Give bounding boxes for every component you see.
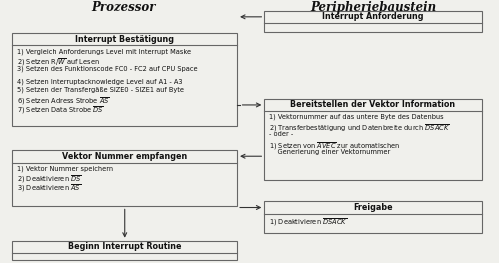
Text: - oder -: - oder -: [269, 131, 293, 137]
Text: Freigabe: Freigabe: [353, 203, 393, 212]
Text: Peripheriebaustein: Peripheriebaustein: [310, 1, 436, 14]
Text: 3) Setzen des Funktionscode FC0 - FC2 auf CPU Space: 3) Setzen des Funktionscode FC0 - FC2 au…: [17, 65, 198, 72]
Text: Bereitstellen der Vektor Information: Bereitstellen der Vektor Information: [290, 100, 456, 109]
Text: Interrupt Anforderung: Interrupt Anforderung: [322, 12, 424, 21]
Text: Vektor Nummer empfangen: Vektor Nummer empfangen: [62, 152, 187, 161]
Bar: [12, 33, 237, 126]
Bar: [12, 150, 237, 206]
Text: 1) Vektornummer auf das untere Byte des Datenbus: 1) Vektornummer auf das untere Byte des …: [269, 114, 444, 120]
Text: 1) Vektor Nummer speichern: 1) Vektor Nummer speichern: [17, 165, 113, 172]
Text: 2) Transferbestätigung und Datenbreite durch $\overline{DSACK}$: 2) Transferbestätigung und Datenbreite d…: [269, 123, 450, 134]
Text: 4) Setzen Interruptacknowledge Level auf A1 - A3: 4) Setzen Interruptacknowledge Level auf…: [17, 78, 183, 85]
Text: 3) Deaktivieren $\overline{AS}$: 3) Deaktivieren $\overline{AS}$: [17, 183, 81, 194]
Text: 2) Deaktivieren $\overline{DS}$: 2) Deaktivieren $\overline{DS}$: [17, 174, 82, 185]
Text: 5) Setzen der Transfergäße SIZE0 - SIZE1 auf Byte: 5) Setzen der Transfergäße SIZE0 - SIZE1…: [17, 87, 184, 93]
Bar: [264, 201, 482, 233]
Bar: [12, 241, 237, 260]
Text: 1) Setzen von $\overline{AVEC}$ zur automatischen: 1) Setzen von $\overline{AVEC}$ zur auto…: [269, 140, 401, 151]
Bar: [264, 11, 482, 32]
Text: 2) Setzen R/$\overline{W}$ auf Lesen: 2) Setzen R/$\overline{W}$ auf Lesen: [17, 57, 100, 68]
Text: Generierung einer Vektornummer: Generierung einer Vektornummer: [269, 149, 391, 155]
Text: 1) Deaktivieren $\overline{DSACK}$: 1) Deaktivieren $\overline{DSACK}$: [269, 216, 348, 228]
Text: 6) Setzen Adress Strobe $\overline{AS}$: 6) Setzen Adress Strobe $\overline{AS}$: [17, 95, 110, 107]
Text: 7) Setzen Data Strobe $\overline{DS}$: 7) Setzen Data Strobe $\overline{DS}$: [17, 104, 104, 116]
Text: Beginn Interrupt Routine: Beginn Interrupt Routine: [68, 242, 182, 251]
Text: Interrupt Bestätigung: Interrupt Bestätigung: [75, 35, 174, 44]
Text: Prozessor: Prozessor: [91, 1, 156, 14]
Text: 1) Vergleich Anforderungs Level mit Interrupt Maske: 1) Vergleich Anforderungs Level mit Inte…: [17, 48, 192, 55]
Bar: [264, 99, 482, 180]
